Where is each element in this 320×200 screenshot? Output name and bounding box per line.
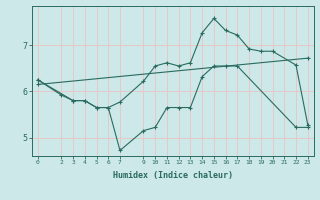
X-axis label: Humidex (Indice chaleur): Humidex (Indice chaleur) <box>113 171 233 180</box>
